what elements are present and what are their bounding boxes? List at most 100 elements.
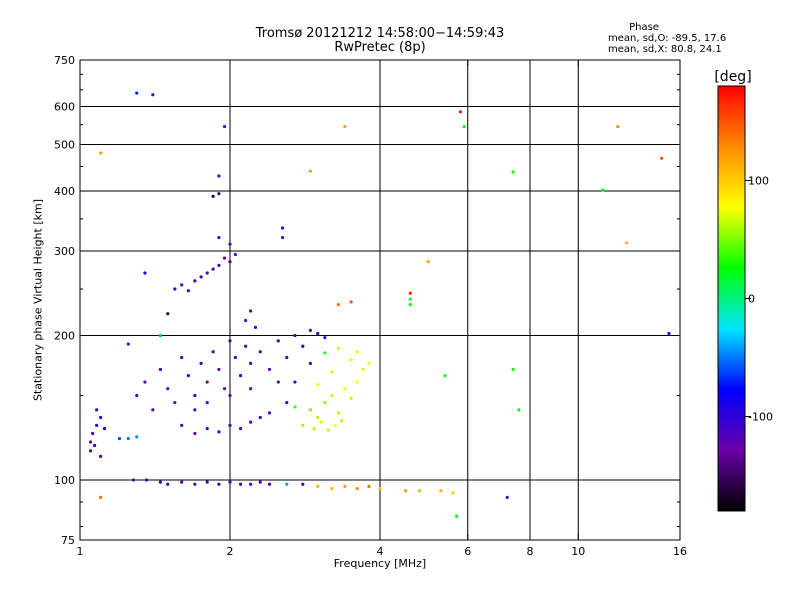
x-tick-label: 8 <box>527 545 534 558</box>
data-point <box>193 393 197 398</box>
data-point <box>166 387 170 391</box>
data-point <box>180 423 184 427</box>
points-layer <box>88 91 671 518</box>
stats-line-o: mean, sd,O: -89.5, 17.6 <box>608 33 727 44</box>
data-point <box>117 436 122 441</box>
data-point <box>222 256 227 260</box>
data-point <box>166 482 170 486</box>
x-tick-label: 1 <box>77 545 84 558</box>
data-point <box>131 478 136 482</box>
data-point <box>624 241 629 245</box>
data-point <box>349 358 353 362</box>
x-tick-label: 16 <box>673 545 687 558</box>
data-point <box>340 418 344 423</box>
data-point <box>505 495 509 500</box>
data-point <box>301 482 305 486</box>
data-point <box>143 271 147 275</box>
data-point <box>378 486 382 491</box>
data-point <box>193 279 197 283</box>
data-point <box>308 361 313 365</box>
data-point <box>180 283 184 287</box>
data-point <box>455 514 459 518</box>
data-point <box>95 423 99 427</box>
colorbar <box>717 85 746 512</box>
data-point <box>228 423 232 427</box>
x-tick-label: 2 <box>227 545 234 558</box>
data-point <box>93 443 97 448</box>
data-point <box>193 408 197 412</box>
chart-subtitle: RwPretec (8p) <box>334 40 426 55</box>
data-point <box>173 287 177 291</box>
y-tick-label: 300 <box>54 245 75 258</box>
y-tick-label: 200 <box>54 330 75 343</box>
data-point <box>228 260 232 264</box>
data-point <box>408 291 412 295</box>
data-point <box>222 124 227 129</box>
data-point <box>426 260 430 264</box>
data-point <box>367 361 371 365</box>
data-point <box>336 346 340 351</box>
data-point <box>135 91 139 95</box>
data-point <box>249 482 253 486</box>
data-point <box>199 275 203 279</box>
data-point <box>267 411 272 415</box>
data-point <box>323 336 327 340</box>
data-point <box>211 350 215 354</box>
colorbar-label: [deg] <box>714 69 752 85</box>
data-point <box>238 374 243 378</box>
y-tick-label: 750 <box>54 54 75 67</box>
data-point <box>408 302 412 307</box>
data-point <box>244 344 248 348</box>
data-point <box>308 408 313 412</box>
data-point <box>336 411 340 415</box>
data-point <box>151 408 155 412</box>
data-point <box>355 380 359 384</box>
y-tick-label: 600 <box>54 101 75 114</box>
data-point <box>91 431 95 436</box>
data-point <box>285 400 289 405</box>
data-point <box>293 405 297 409</box>
data-point <box>151 93 155 97</box>
data-point <box>99 151 103 155</box>
data-point <box>439 489 443 493</box>
data-point <box>333 423 337 427</box>
data-point <box>222 387 227 391</box>
ticks-layer: 75 100 200 300 400 500 600 750 1 2 4 6 8 10 16 <box>54 54 687 558</box>
data-point <box>343 387 347 391</box>
data-point <box>249 387 253 391</box>
y-tick-label: 500 <box>54 139 75 152</box>
data-point <box>258 480 262 484</box>
data-point <box>343 124 347 129</box>
data-point <box>280 226 285 230</box>
data-point <box>330 393 334 398</box>
data-point <box>462 124 466 129</box>
data-point <box>280 235 285 240</box>
data-point <box>249 420 253 424</box>
data-point <box>99 454 103 459</box>
data-point <box>293 380 297 384</box>
colorbar-tick-label: 0 <box>748 293 755 306</box>
data-point <box>244 318 248 323</box>
data-point <box>205 271 209 275</box>
data-point <box>616 124 620 129</box>
x-tick-label: 10 <box>571 545 585 558</box>
stats-line-x: mean, sd,X: 80.8, 24.1 <box>608 44 722 55</box>
data-point <box>285 482 289 486</box>
data-point <box>211 194 215 198</box>
data-point <box>158 480 163 484</box>
data-point <box>217 367 221 372</box>
data-point <box>228 339 232 343</box>
data-point <box>511 170 515 174</box>
data-point <box>88 449 93 453</box>
data-point <box>186 374 190 378</box>
data-point <box>323 400 327 405</box>
data-point <box>258 415 262 420</box>
data-point <box>316 331 320 336</box>
data-point <box>451 491 455 495</box>
x-tick-label: 4 <box>377 545 384 558</box>
data-point <box>233 355 237 360</box>
data-point <box>180 355 184 360</box>
data-point <box>316 415 320 420</box>
data-point <box>323 351 327 355</box>
